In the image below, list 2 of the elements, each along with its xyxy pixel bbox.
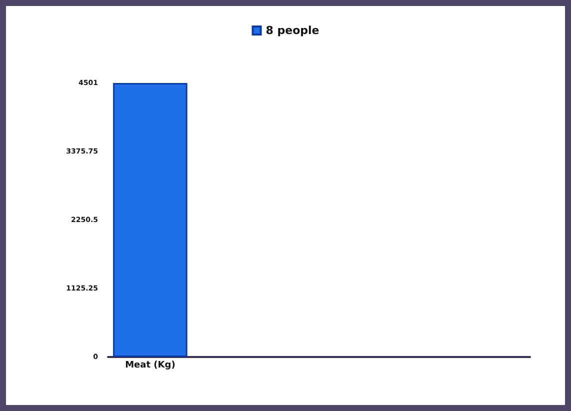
x-tick-label: Meat (Kg) bbox=[125, 360, 176, 370]
legend-label: 8 people bbox=[266, 24, 320, 37]
